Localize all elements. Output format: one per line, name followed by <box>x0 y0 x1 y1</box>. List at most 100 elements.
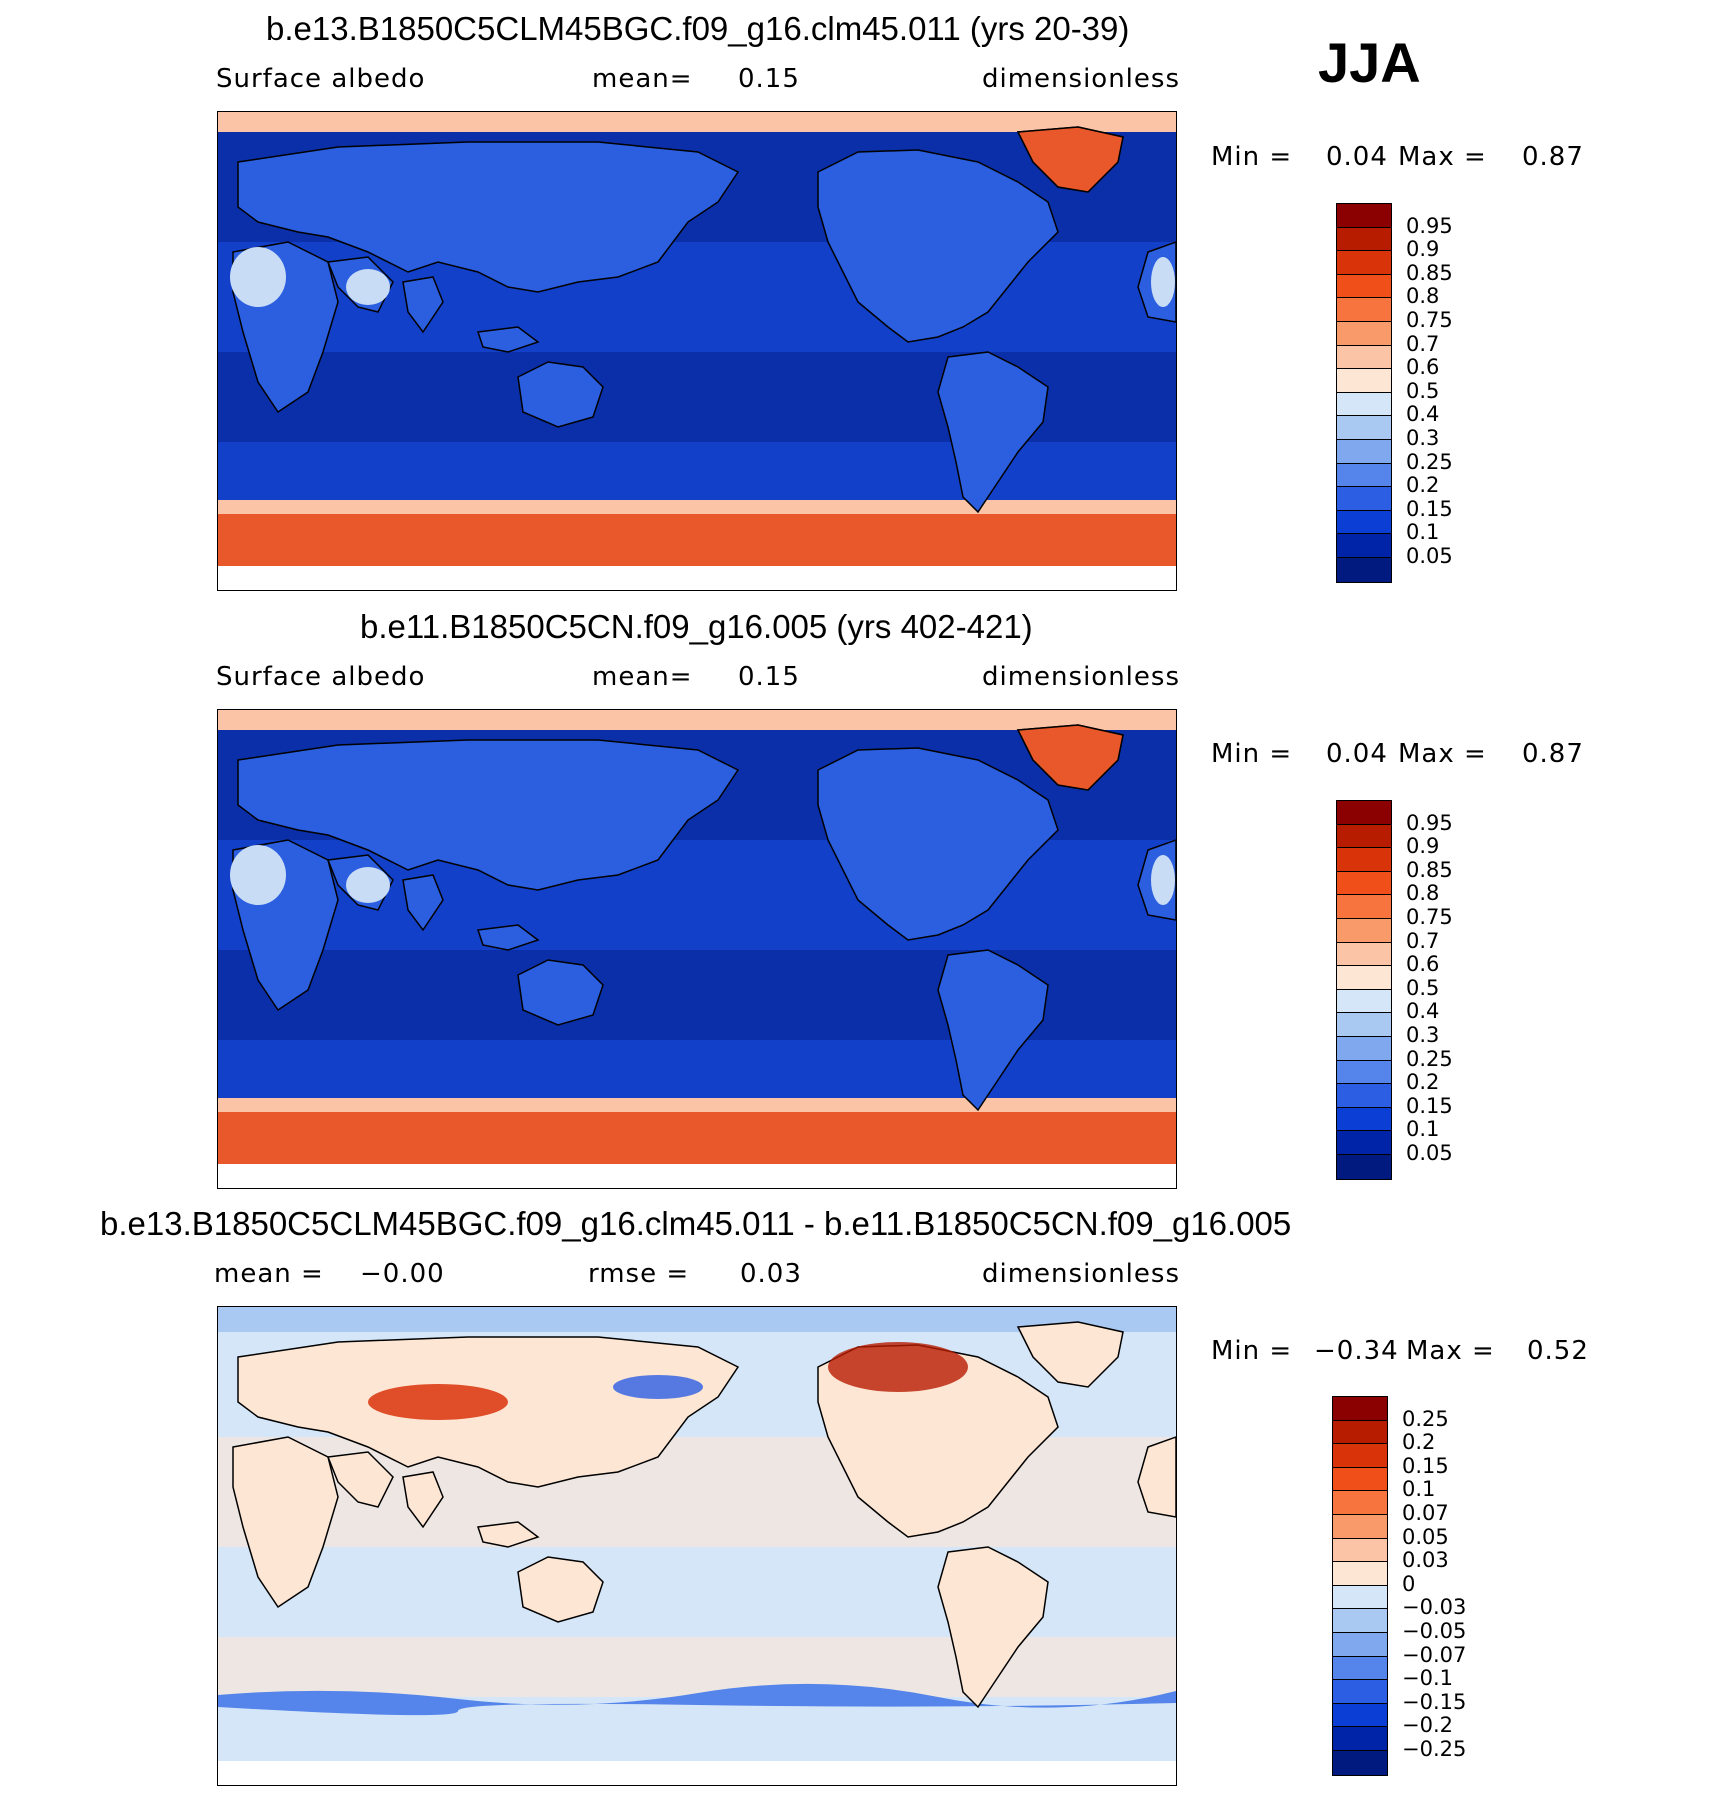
colorbar-tick-label: 0.07 <box>1402 1501 1449 1525</box>
panel1-mean-value: 0.15 <box>738 64 800 94</box>
colorbar-swatch <box>1337 557 1391 582</box>
continent-outline <box>476 326 540 353</box>
continent-outline <box>817 747 1059 941</box>
colorbar-swatch <box>1333 1420 1387 1445</box>
colorbar-tick-label: 0.6 <box>1406 952 1440 977</box>
colorbar-tick-label: 0.85 <box>1406 857 1453 882</box>
colorbar-swatch <box>1337 227 1391 252</box>
continent-outline <box>1016 1321 1124 1388</box>
colorbar-tick-label: −0.1 <box>1402 1666 1453 1691</box>
colorbar-tick-label: 0.8 <box>1406 284 1440 309</box>
panel1-colorbar: 0.95 0.9 0.85 0.8 0.75 0.7 0.6 0.5 0.4 0.3 0.25 0.2… <box>1336 203 1453 583</box>
colorbar-tick-label: 0.5 <box>1406 378 1440 403</box>
panel2-colorbar: 0.95 0.9 0.85 0.8 0.75 0.7 0.6 0.5 0.4 0.3 0.25 0.2… <box>1336 800 1453 1180</box>
colorbar-swatch <box>1337 1131 1391 1155</box>
colorbar-tick-label: 0.15 <box>1406 1093 1453 1118</box>
panel2-mean-value: 0.15 <box>738 662 800 692</box>
continent-outline <box>817 1344 1059 1538</box>
map-bottom-strip <box>218 566 1176 590</box>
colorbar-swatch <box>1333 1680 1387 1704</box>
colorbar-swatch <box>1337 416 1391 440</box>
colorbar-tick-label: 0.03 <box>1402 1548 1449 1573</box>
panel3-rmse-value: 0.03 <box>740 1259 802 1289</box>
colorbar-swatch <box>1337 463 1391 488</box>
panel2-variable-label: Surface albedo <box>216 662 426 692</box>
colorbar-swatch <box>1333 1397 1387 1421</box>
colorbar-swatch <box>1337 274 1391 299</box>
colorbar-swatch <box>1337 298 1391 322</box>
colorbar-tick-label: 0.1 <box>1406 520 1440 545</box>
colorbar-swatch <box>1337 918 1391 943</box>
colorbar-tick-label: 0.85 <box>1406 260 1453 285</box>
colorbar-tick-label: 0 <box>1402 1571 1416 1596</box>
greenland-ice <box>1016 724 1124 791</box>
colorbar-tick-label: 0.25 <box>1406 449 1453 474</box>
canada-positive-diff <box>828 1342 968 1392</box>
colorbar-tick-label: 0.15 <box>1406 496 1453 521</box>
continent-outline <box>237 739 740 891</box>
colorbar-swatch <box>1337 1107 1391 1132</box>
panel1-max-value: 0.87 <box>1522 142 1584 172</box>
panel2-units: dimensionless <box>982 662 1180 692</box>
colorbar-tick-label: 0.25 <box>1402 1406 1449 1431</box>
colorbar-swatch <box>1337 1060 1391 1085</box>
colorbar-tick-label: −0.05 <box>1402 1619 1467 1643</box>
panel3-colorbar: 0.25 0.2 0.15 0.1 0.07 0.05 0.03 0 −0.03 −0.05 −0.… <box>1332 1396 1466 1776</box>
colorbar-tick-label: 0.75 <box>1406 308 1453 332</box>
greenland-ice <box>1016 126 1124 193</box>
colorbar-swatch <box>1337 895 1391 919</box>
colorbar-swatch <box>1337 1013 1391 1037</box>
continent-outline <box>232 1436 339 1609</box>
panel3-units: dimensionless <box>982 1259 1180 1289</box>
continent-outline <box>817 149 1059 343</box>
antarctic-diff-band <box>218 1683 1176 1716</box>
map-bottom-strip <box>218 1164 1176 1188</box>
colorbar-tick-label: −0.07 <box>1402 1642 1467 1667</box>
colorbar-swatch <box>1337 439 1391 464</box>
arctic-ice-edge <box>218 710 1176 730</box>
season-label: JJA <box>1318 31 1421 94</box>
colorbar-tick-label: 0.95 <box>1406 213 1453 238</box>
antarctic-ice <box>218 514 1176 566</box>
sahara-right-high-albedo <box>1151 855 1175 905</box>
colorbar-swatch <box>1333 1750 1387 1775</box>
sahara-right-high-albedo <box>1151 257 1175 307</box>
colorbar-swatch <box>1333 1444 1387 1468</box>
colorbar-tick-label: 0.1 <box>1402 1477 1436 1502</box>
continent-outline <box>326 1451 394 1508</box>
colorbar-swatch <box>1337 251 1391 275</box>
colorbar-tick-label: 0.8 <box>1406 881 1440 906</box>
colorbar-tick-label: 0.75 <box>1406 905 1453 929</box>
colorbar-tick-label: 0.7 <box>1406 928 1440 953</box>
colorbar-tick-label: 0.3 <box>1406 426 1440 450</box>
arctic-ice-edge <box>218 112 1176 132</box>
panel3-max-value: 0.52 <box>1527 1336 1589 1366</box>
colorbar-tick-label: 0.95 <box>1406 810 1453 835</box>
panel2-mean-label: mean= <box>592 662 693 692</box>
colorbar-tick-label: 0.9 <box>1406 237 1440 262</box>
panel3-rmse-label: rmse = <box>588 1259 690 1289</box>
panel1-units: dimensionless <box>982 64 1180 94</box>
colorbar-swatch <box>1337 321 1391 346</box>
colorbar-tick-label: 0.2 <box>1402 1430 1436 1455</box>
colorbar-tick-label: 0.7 <box>1406 331 1440 356</box>
colorbar-swatch <box>1337 848 1391 872</box>
continent-outline <box>517 361 604 428</box>
colorbar-swatch <box>1337 487 1391 511</box>
panel2-title: b.e11.B1850C5CN.f09_g16.005 (yrs 402-421… <box>360 608 1033 645</box>
panel3-title: b.e13.B1850C5CLM45BGC.f09_g16.clm45.011 … <box>100 1205 1292 1242</box>
colorbar-swatch <box>1337 369 1391 393</box>
continent-outline <box>1137 1436 1176 1518</box>
continent-outline <box>937 351 1049 514</box>
colorbar-swatch <box>1333 1656 1387 1681</box>
panel3-mean-value: −0.00 <box>360 1259 445 1289</box>
panel1-min-value: 0.04 <box>1326 142 1388 172</box>
colorbar-swatch <box>1337 942 1391 967</box>
continent-outline <box>517 959 604 1026</box>
arabia-high-albedo <box>346 269 390 305</box>
colorbar-tick-label: −0.25 <box>1402 1737 1467 1761</box>
colorbar-swatch <box>1337 510 1391 535</box>
panel2-max-value: 0.87 <box>1522 739 1584 769</box>
panel1-title: b.e13.B1850C5CLM45BGC.f09_g16.clm45.011 … <box>266 10 1130 47</box>
continent-outline <box>517 1556 604 1623</box>
